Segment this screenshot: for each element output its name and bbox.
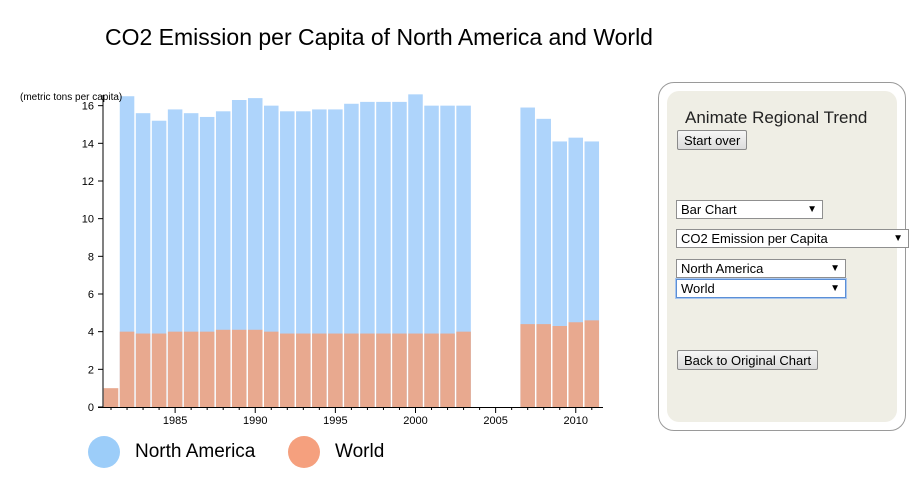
indicator-select[interactable]: CO2 Emission per Capita ▼ [676, 229, 909, 248]
bar-world-1994 [312, 333, 327, 407]
bar-north-america-1997 [360, 101, 375, 408]
start-over-button[interactable]: Start over [677, 130, 748, 150]
y-tick-label-10: 10 [82, 214, 94, 226]
bar-world-1990 [247, 329, 263, 407]
bar-north-america-1990 [247, 98, 263, 407]
x-tick-label-1990: 1990 [243, 415, 267, 427]
control-panel: Animate Regional Trend Start over Bar Ch… [658, 82, 909, 431]
bar-north-america-1992 [280, 111, 295, 408]
bar-world-1991 [264, 331, 279, 407]
chart-type-select-value: Bar Chart [681, 202, 737, 217]
indicator-select-value: CO2 Emission per Capita [681, 231, 828, 246]
control-panel-body: Animate Regional Trend Start over Bar Ch… [667, 91, 909, 422]
chevron-down-icon: ▼ [830, 263, 840, 274]
bar-world-1986 [183, 331, 199, 407]
region-1-select-value: North America [681, 261, 764, 276]
y-axis-label: (metric tons per capita) [20, 92, 122, 103]
bar-north-america-2001 [424, 105, 439, 408]
back-to-original-chart-button[interactable]: Back to Original Chart [677, 350, 819, 370]
legend-item-north-america: North America [88, 436, 255, 468]
bar-north-america-2002 [440, 105, 455, 408]
bar-north-america-1993 [296, 111, 311, 408]
chart-type-select[interactable]: Bar Chart ▼ [676, 200, 823, 219]
bar-world-2008 [536, 324, 551, 407]
bar-world-1989 [231, 329, 247, 407]
chevron-down-icon: ▼ [893, 233, 903, 244]
region-2-select-value: World [681, 281, 715, 296]
y-tick-label-12: 12 [82, 176, 94, 188]
y-tick-label-16: 16 [82, 101, 94, 113]
legend-label-world: World [335, 441, 385, 462]
y-tick-label-0: 0 [88, 402, 94, 414]
bar-north-america-1982 [119, 96, 135, 408]
bar-north-america-1994 [312, 109, 327, 407]
bar-world-1988 [215, 329, 231, 407]
bar-world-2003 [456, 331, 471, 407]
bar-world-1995 [328, 333, 343, 407]
y-tick-label-2: 2 [88, 364, 94, 376]
page-title: CO2 Emission per Capita of North America… [105, 24, 653, 50]
bar-world-1981 [103, 388, 119, 407]
bar-world-2007 [520, 324, 535, 407]
bar-world-1992 [280, 333, 295, 407]
bar-world-1982 [119, 331, 135, 407]
chevron-down-icon: ▼ [807, 204, 817, 215]
chevron-down-icon: ▼ [830, 283, 840, 294]
x-tick-label-1995: 1995 [323, 415, 347, 427]
bar-world-2001 [424, 333, 439, 407]
panel-title: Animate Regional Trend [685, 108, 868, 127]
bar-world-1993 [296, 333, 311, 407]
bar-world-1996 [344, 333, 359, 407]
bar-world-1985 [167, 331, 183, 407]
x-tick-label-2000: 2000 [403, 415, 427, 427]
bar-world-2010 [568, 322, 584, 407]
bar-chart: 0 2 4 6 8 10 12 14 16 1985 1990 1995 2000 2005 2010 (me… [20, 92, 603, 427]
y-tick-label-6: 6 [88, 289, 94, 301]
region-2-select[interactable]: World ▼ [676, 279, 846, 298]
bar-world-1997 [360, 333, 375, 407]
bar-world-1983 [135, 333, 151, 407]
legend-label-north-america: North America [135, 441, 256, 462]
x-tick-label-2010: 2010 [564, 415, 588, 427]
bar-world-2000 [408, 333, 423, 407]
region-1-select[interactable]: North America ▼ [676, 259, 846, 278]
bar-north-america-1999 [392, 101, 407, 408]
y-tick-label-4: 4 [88, 327, 94, 339]
bar-world-2009 [552, 326, 567, 407]
bar-world-1998 [376, 333, 391, 407]
bar-world-1987 [199, 331, 215, 407]
bar-north-america-1998 [376, 101, 391, 408]
bar-north-america-1995 [328, 109, 343, 407]
y-tick-label-8: 8 [88, 251, 94, 263]
y-tick-label-14: 14 [82, 138, 94, 150]
bar-world-2011 [584, 320, 600, 407]
bar-world-1984 [151, 333, 167, 407]
bar-world-1999 [392, 333, 407, 407]
bar-world-2002 [440, 333, 455, 407]
bar-north-america-1996 [344, 103, 359, 407]
legend-swatch-north-america [88, 436, 120, 468]
legend-swatch-world [288, 436, 320, 468]
x-tick-label-2005: 2005 [483, 415, 507, 427]
bar-north-america-2000 [408, 94, 423, 407]
legend-item-world: World [288, 436, 384, 468]
x-tick-label-1985: 1985 [163, 415, 187, 427]
